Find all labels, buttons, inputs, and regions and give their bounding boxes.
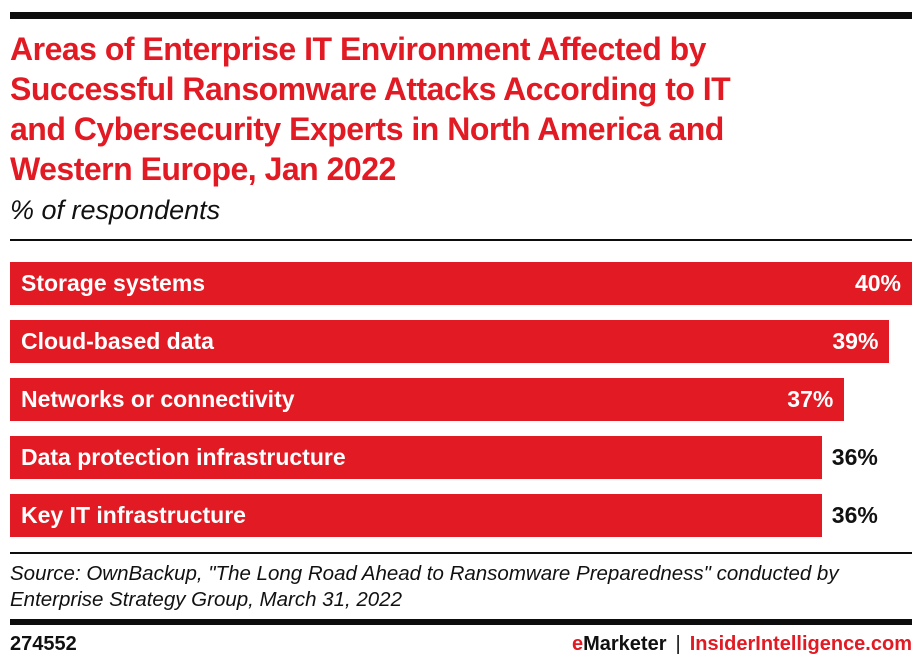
bar-value-label: 39%: [832, 328, 879, 354]
source-note-line: Source: OwnBackup, "The Long Road Ahead …: [10, 562, 839, 585]
chart-page: Areas of Enterprise IT Environment Affec…: [0, 12, 922, 670]
footer: 274552 eMarketer | InsiderIntelligence.c…: [10, 633, 912, 656]
bar-value-label: 36%: [831, 444, 878, 470]
bar-chart: Storage systems 40% Cloud-based data 39% Net…: [10, 262, 912, 537]
bar-data-protection-infrastructure: Data protection infrastructure: [10, 436, 822, 479]
bar-row: Storage systems 40%: [10, 262, 912, 305]
chart-title: Areas of Enterprise IT Environment Affec…: [10, 29, 912, 189]
brand-separator: |: [675, 633, 681, 655]
chart-id: 274552: [10, 633, 77, 655]
brand-block: eMarketer | InsiderIntelligence.com: [572, 633, 912, 656]
source-note-line: Enterprise Strategy Group, March 31, 202…: [10, 588, 402, 611]
brand-insider-intelligence: InsiderIntelligence.com: [689, 633, 912, 655]
chart-title-line: Successful Ransomware Attacks According …: [10, 71, 731, 107]
bar-networks-or-connectivity: Networks or connectivity 37%: [10, 378, 845, 421]
bar-category-label: Cloud-based data: [21, 328, 214, 354]
bar-category-label: Storage systems: [21, 270, 206, 296]
bar-value-label: 36%: [831, 502, 878, 528]
bar-row: Networks or connectivity 37%: [10, 378, 912, 421]
bar-category-label: Data protection infrastructure: [21, 444, 346, 470]
bar-row: Key IT infrastructure 36%: [10, 494, 912, 537]
chart-title-line: and Cybersecurity Experts in North Ameri…: [10, 111, 724, 147]
source-note: Source: OwnBackup, "The Long Road Ahead …: [10, 561, 912, 613]
brand-emarketer-e: e: [571, 633, 584, 655]
brand-emarketer-rest: Marketer: [583, 633, 667, 655]
bar-storage-systems: Storage systems 40%: [10, 262, 912, 305]
bar-value-label: 37%: [787, 386, 834, 412]
chart-title-line: Western Europe, Jan 2022: [10, 151, 396, 187]
brand-emarketer: eMarketer: [572, 633, 667, 656]
chart-divider-rule: [10, 552, 912, 554]
top-rule: [10, 12, 912, 19]
bar-row: Data protection infrastructure 36%: [10, 436, 912, 479]
bar-category-label: Networks or connectivity: [21, 386, 295, 412]
bar-category-label: Key IT infrastructure: [21, 502, 246, 528]
chart-subtitle: % of respondents: [10, 195, 221, 225]
bar-value-label: 40%: [854, 270, 901, 296]
chart-title-line: Areas of Enterprise IT Environment Affec…: [10, 31, 706, 67]
header-divider-rule: [10, 239, 912, 241]
bar-row: Cloud-based data 39%: [10, 320, 912, 363]
bar-key-it-infrastructure: Key IT infrastructure: [10, 494, 822, 537]
footer-rule: [10, 619, 912, 625]
bar-cloud-based-data: Cloud-based data 39%: [10, 320, 890, 363]
